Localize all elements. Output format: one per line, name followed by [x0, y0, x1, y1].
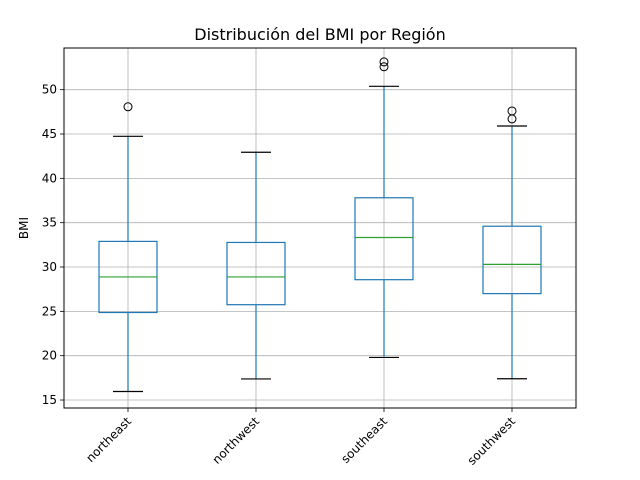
y-axis: 15 20 25 30 35 40 45 50	[42, 83, 64, 407]
outlier-point	[123, 102, 133, 112]
box-group-southwest	[482, 106, 542, 380]
iqr-box	[226, 241, 286, 306]
box-group-northeast	[98, 102, 158, 393]
box-group-northwest	[226, 151, 286, 380]
y-tick-label: 20	[42, 349, 57, 363]
y-tick-label: 25	[42, 304, 57, 318]
outlier-point	[379, 62, 389, 72]
y-tick-label: 50	[42, 83, 57, 97]
outlier-point	[379, 57, 389, 67]
iqr-box	[482, 225, 542, 295]
box-group-southeast	[354, 57, 414, 359]
y-tick-label: 45	[42, 127, 57, 141]
box-series	[98, 57, 542, 393]
y-tick-label: 15	[42, 393, 57, 407]
y-tick-label: 35	[42, 216, 57, 230]
outlier-point	[507, 106, 517, 116]
y-tick-label: 30	[42, 260, 57, 274]
plot-area-frame	[63, 47, 577, 409]
iqr-box	[354, 197, 414, 281]
chart-title: Distribución del BMI por Región	[194, 25, 445, 44]
y-axis-label: BMI	[17, 217, 31, 239]
y-tick-label: 40	[42, 171, 57, 185]
